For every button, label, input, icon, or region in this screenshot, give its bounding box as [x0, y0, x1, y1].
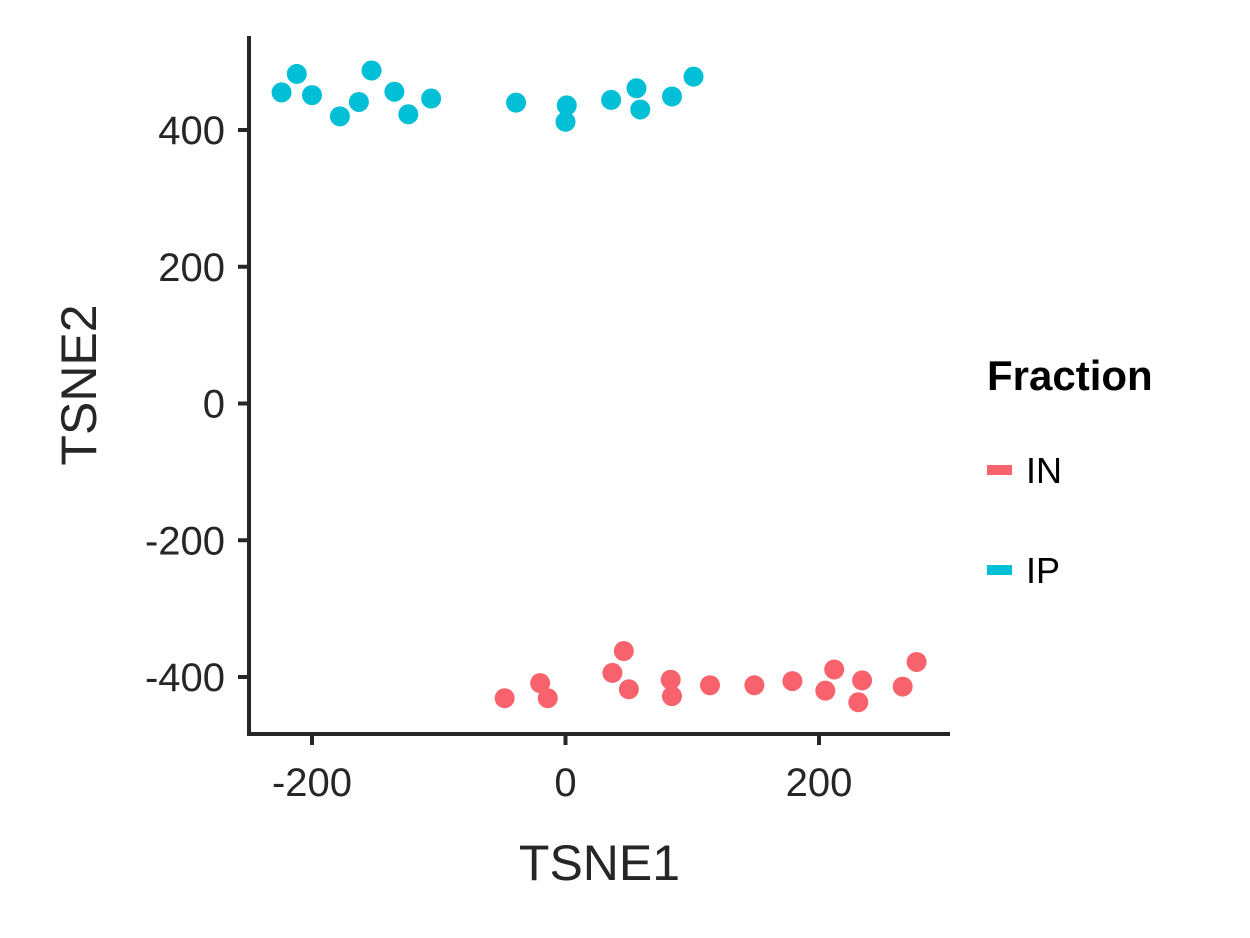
data-point-ip	[286, 63, 307, 84]
data-point-ip	[398, 104, 419, 125]
data-point-ip	[271, 82, 292, 103]
data-point-in	[848, 692, 869, 713]
y-tick-label: -400	[145, 656, 225, 700]
legend-key-in	[987, 465, 1012, 475]
data-point-in	[744, 675, 765, 696]
points-layer	[271, 60, 927, 713]
data-point-in	[530, 673, 551, 694]
legend-label-ip: IP	[1026, 550, 1060, 591]
data-point-in	[618, 679, 639, 700]
series-in	[494, 641, 927, 713]
ticks-layer: -200 0 200 -400 -200 0 200 400	[145, 109, 852, 805]
data-point-in	[824, 659, 845, 680]
data-point-in	[782, 671, 803, 692]
y-tick-label: -200	[145, 519, 225, 563]
data-point-in	[852, 670, 873, 691]
y-tick-label: 0	[203, 383, 225, 427]
legend-key-ip	[987, 565, 1012, 575]
axes-layer	[247, 36, 950, 736]
data-point-in	[906, 651, 927, 672]
data-point-in	[699, 675, 720, 696]
data-point-ip	[348, 91, 369, 112]
data-point-ip	[384, 81, 405, 102]
x-tick-label: -200	[272, 761, 352, 805]
data-point-in	[613, 641, 634, 662]
data-point-in	[660, 669, 681, 690]
data-point-ip	[556, 95, 577, 116]
data-point-in	[537, 688, 558, 709]
data-point-in	[892, 676, 913, 697]
x-tick-label: 0	[554, 761, 576, 805]
data-point-ip	[555, 111, 576, 132]
data-point-in	[815, 680, 836, 701]
data-point-in	[602, 662, 623, 683]
data-point-ip	[661, 86, 682, 107]
data-point-ip	[302, 85, 322, 106]
x-tick-label: 200	[786, 761, 853, 805]
data-point-ip	[626, 78, 647, 99]
legend-label-in: IN	[1026, 450, 1062, 491]
y-tick-label: 200	[158, 246, 225, 290]
legend: Fraction IN IP	[987, 352, 1153, 591]
data-point-in	[494, 688, 515, 709]
x-axis-title: TSNE1	[519, 835, 680, 891]
series-ip	[271, 60, 704, 132]
y-tick-label: 400	[158, 109, 225, 153]
y-axis-title: TSNE2	[51, 304, 107, 465]
data-point-ip	[421, 88, 442, 109]
data-point-ip	[630, 99, 651, 120]
data-point-ip	[361, 60, 382, 81]
legend-items: IN IP	[987, 450, 1062, 591]
data-point-ip	[506, 92, 527, 113]
data-point-in	[661, 686, 682, 707]
data-point-ip	[601, 89, 622, 110]
data-point-ip	[329, 106, 350, 127]
legend-title: Fraction	[987, 352, 1153, 399]
data-point-ip	[683, 66, 704, 87]
